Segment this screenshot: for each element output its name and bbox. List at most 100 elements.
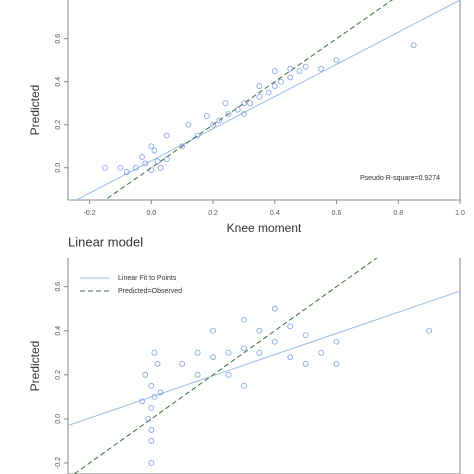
- point: [333, 360, 340, 367]
- point: [154, 158, 161, 165]
- point: [426, 327, 433, 334]
- point: [194, 371, 201, 378]
- axis-frame: [67, 258, 461, 474]
- point: [225, 111, 232, 117]
- point: [241, 316, 247, 323]
- point: [163, 156, 170, 163]
- point: [241, 100, 247, 107]
- point: [216, 117, 223, 124]
- x-axis-title: Knee moment: [227, 221, 302, 235]
- point: [256, 349, 263, 356]
- point: [154, 360, 161, 367]
- identity-line: [73, 258, 378, 474]
- point: [287, 74, 294, 81]
- point: [163, 132, 170, 139]
- point: [222, 100, 229, 107]
- y-axis-title: Predicted: [28, 85, 42, 136]
- point: [117, 164, 124, 171]
- point: [256, 93, 263, 100]
- point: [151, 393, 158, 400]
- point: [241, 111, 247, 117]
- legend-label: Linear Fit to Points: [118, 275, 177, 282]
- x-tick-label: 1.0: [455, 210, 465, 217]
- point: [148, 438, 155, 444]
- plot-area: [68, 258, 460, 474]
- point: [194, 349, 201, 356]
- point: [139, 398, 145, 405]
- point: [151, 147, 158, 154]
- point: [157, 389, 164, 396]
- point: [210, 354, 216, 361]
- y-tick-label: 0.6: [55, 282, 62, 292]
- point: [256, 83, 263, 89]
- y-tick-label: 0.4: [55, 77, 62, 87]
- point: [148, 404, 155, 411]
- point: [302, 360, 309, 367]
- point: [265, 89, 272, 96]
- point: [139, 154, 145, 160]
- point: [271, 68, 278, 74]
- y-tick-label: 0.6: [55, 34, 62, 44]
- point: [271, 338, 278, 345]
- y-tick-label: 0.2: [55, 370, 62, 380]
- point: [185, 121, 192, 128]
- plot-area: [75, 0, 460, 200]
- point: [225, 371, 232, 378]
- point: [225, 349, 232, 356]
- point: [271, 83, 278, 89]
- point: [133, 164, 139, 171]
- x-tick-label: -0.2: [84, 210, 96, 217]
- point: [179, 143, 186, 150]
- fit-line: [68, 290, 460, 426]
- point: [142, 371, 149, 378]
- point: [142, 160, 149, 167]
- point: [302, 332, 309, 339]
- point: [148, 427, 155, 433]
- x-tick-label: 0.4: [270, 210, 280, 217]
- point: [151, 349, 158, 356]
- x-tick-label: 0.2: [208, 210, 218, 217]
- point: [148, 460, 155, 466]
- chart-title: Linear model: [68, 234, 143, 249]
- y-tick-label: 0.4: [55, 326, 62, 336]
- point: [296, 68, 303, 74]
- identity-line: [104, 0, 393, 200]
- point: [271, 305, 278, 312]
- point: [287, 354, 294, 361]
- point: [287, 323, 294, 330]
- point: [145, 415, 152, 422]
- point: [157, 164, 164, 171]
- x-tick-label: 0.0: [146, 210, 156, 217]
- point: [210, 327, 216, 334]
- point: [241, 345, 247, 352]
- point: [247, 100, 254, 107]
- y-tick-label: -0.2: [55, 457, 62, 469]
- point: [203, 113, 210, 120]
- point: [302, 63, 309, 70]
- point: [287, 65, 294, 72]
- y-tick-label: 0.2: [55, 120, 62, 130]
- axis-frame: [67, 0, 461, 201]
- point: [333, 338, 340, 345]
- point: [318, 65, 325, 72]
- point: [179, 360, 186, 367]
- point: [410, 42, 417, 49]
- point: [333, 57, 340, 64]
- y-tick-label: 0.0: [55, 163, 62, 173]
- point: [210, 121, 216, 128]
- y-axis-title: Predicted: [28, 341, 42, 392]
- point: [278, 78, 284, 85]
- y-tick-label: 0.0: [55, 414, 62, 424]
- point: [194, 132, 201, 139]
- point: [148, 166, 155, 173]
- x-tick-label: 0.8: [393, 210, 403, 217]
- point: [241, 382, 247, 389]
- point: [102, 164, 108, 171]
- x-tick-label: 0.6: [332, 210, 342, 217]
- annotation: Pseudo R-square=0.9274: [360, 175, 440, 182]
- legend-label: Predicted=Observed: [118, 288, 182, 295]
- point: [234, 106, 241, 113]
- fit-line: [75, 0, 460, 200]
- point: [318, 349, 325, 356]
